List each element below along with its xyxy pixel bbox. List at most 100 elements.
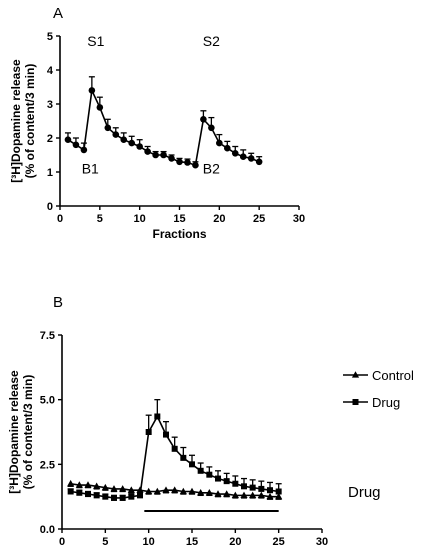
panel-b-data-point <box>188 487 196 495</box>
panel-a-x-tick-label: 0 <box>57 213 63 225</box>
panel-a-x-tick-label: 30 <box>293 213 305 225</box>
panel-b-data-point <box>205 488 213 496</box>
panel-b-data-point <box>249 484 256 491</box>
panel-b-chart: 0510152025300.02.55.07.5Fractions[³H]Dop… <box>7 330 414 548</box>
panel-b-series-drug <box>67 399 282 501</box>
panel-a-letter: A <box>53 5 63 22</box>
panel-a-annotation-b1: B1 <box>82 161 99 177</box>
panel-b-data-point <box>215 475 221 482</box>
panel-b-legend-label: Control <box>372 368 414 383</box>
panel-a-annotation-b2: B2 <box>203 161 220 177</box>
panel-b-data-point <box>145 429 152 435</box>
panel-a-data-point <box>208 124 215 132</box>
panel-b-y-axis-title: (% of content/3 min) <box>21 375 35 490</box>
panel-b-data-point <box>189 461 195 468</box>
panel-b-data-point <box>85 491 91 498</box>
panel-b-x-tick-label: 25 <box>273 536 285 548</box>
panel-b-data-point <box>197 488 205 496</box>
panel-a-data-point <box>239 153 247 160</box>
panel-a-data-point <box>231 150 239 157</box>
panel-b-y-tick-label: 7.5 <box>40 330 55 342</box>
panel-a-data-point <box>160 151 167 159</box>
panel-b-data-point <box>171 445 178 452</box>
panel-b-data-point <box>128 493 135 500</box>
panel-b-data-point <box>154 413 161 420</box>
panel-a-data-point <box>224 144 231 152</box>
panel-b-data-point <box>75 481 83 488</box>
panel-a-data-point <box>247 155 255 162</box>
panel-a-x-tick-label: 20 <box>213 213 225 225</box>
panel-b-data-point <box>67 479 75 487</box>
panel-a-chart: 0 5 10 15 20 25 30 0 1 2 3 4 5 Fractions [³H]Dopamine … <box>9 31 305 241</box>
panel-a-data-point <box>104 124 112 132</box>
panel-b-data-point <box>267 487 273 494</box>
panel-b-data-point <box>231 491 239 498</box>
panel-a-x-tick-label: 10 <box>134 213 146 225</box>
panel-b-x-tick-label: 20 <box>229 536 241 548</box>
panel-b-drug-period-label: Drug <box>348 484 381 501</box>
panel-b-x-tick-label: 30 <box>316 536 328 548</box>
panel-b-data-point <box>119 485 127 492</box>
panel-b-data-point <box>223 490 231 497</box>
panel-b-data-point <box>93 492 100 499</box>
panel-b-data-point <box>206 471 213 478</box>
panel-a-data-point <box>128 139 135 147</box>
panel-b-data-point <box>137 492 143 499</box>
panel-b-y-tick-label: 0.0 <box>40 524 55 536</box>
panel-b-x-tick-label: 5 <box>102 536 108 548</box>
panel-b-data-point <box>93 482 101 489</box>
panel-a-annotation-s1: S1 <box>87 33 104 49</box>
panel-a-x-tick-label: 15 <box>173 213 185 225</box>
panel-b-y-tick-label: 2.5 <box>40 459 55 471</box>
panel-a-data-point <box>192 161 199 169</box>
panel-a-data-point <box>152 151 159 159</box>
panel-b-x-tick-label: 15 <box>186 536 198 548</box>
panel-b-data-point <box>76 489 83 496</box>
panel-a-y-tick-label: 3 <box>47 99 53 111</box>
panel-b-data-point <box>101 483 109 491</box>
panel-b-data-point <box>257 491 265 498</box>
panel-b-series-line <box>70 414 279 499</box>
panel-a-x-axis-title: Fractions <box>152 227 206 241</box>
panel-b-data-point <box>102 493 109 500</box>
panel-b-data-point <box>241 483 247 490</box>
panel-b-data-point <box>258 485 265 492</box>
panel-b-series-control <box>67 479 283 500</box>
panel-b-legend-label: Drug <box>372 395 400 410</box>
panel-b-data-point <box>67 488 74 495</box>
panel-b-data-point <box>119 494 126 501</box>
panel-b-data-point <box>171 486 179 493</box>
panel-b-data-point <box>84 481 92 488</box>
panel-a-data-point <box>200 116 207 123</box>
panel-b-y-axis-title: [³H]Dopamine release <box>7 370 21 494</box>
panel-a-y-tick-label: 1 <box>47 167 53 179</box>
panel-b-data-point <box>110 485 118 492</box>
panel-a-data-point <box>168 155 175 162</box>
panel-b-data-point <box>162 486 170 493</box>
panel-b-data-point <box>240 491 248 498</box>
panel-a-data-point <box>96 104 104 111</box>
panel-a-data-point <box>120 136 128 143</box>
panel-a-y-axis-title: [³H]Dopamine release <box>9 59 23 183</box>
panel-b-data-point <box>275 492 283 500</box>
panel-a-data-point <box>144 148 151 155</box>
panel-b-x-tick-label: 10 <box>143 536 155 548</box>
panel-b-data-point <box>153 487 161 495</box>
panel-b-y-tick-label: 5.0 <box>40 395 55 407</box>
panel-a-y-tick-label: 0 <box>47 201 53 213</box>
panel-a-data-point <box>80 146 88 154</box>
panel-a-data-point <box>88 87 96 94</box>
panel-b-letter: B <box>53 294 63 311</box>
panel-b-legend-marker <box>351 371 360 378</box>
panel-a-data-point <box>64 136 72 143</box>
panel-b-data-point <box>232 480 239 487</box>
panel-b-data-point <box>111 494 117 501</box>
panel-b-data-point <box>179 487 187 495</box>
panel-a-series-0 <box>64 76 263 169</box>
panel-b-data-point <box>180 454 187 461</box>
panel-a-data-point <box>184 159 191 166</box>
panel-a-data-point <box>176 158 183 166</box>
panel-b-data-point <box>223 478 230 485</box>
panel-a-x-tick-label: 25 <box>253 213 265 225</box>
panel-a-y-tick-label: 2 <box>47 133 53 145</box>
